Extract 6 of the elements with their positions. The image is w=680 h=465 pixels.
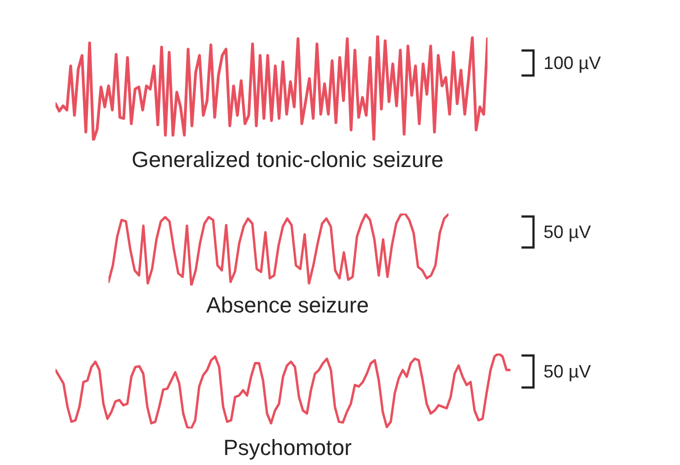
text: 50 µV	[544, 362, 591, 382]
text: Psychomotor	[223, 435, 352, 460]
text: 50 µV	[544, 222, 591, 242]
text: Absence seizure	[206, 292, 369, 318]
text: 100 µV	[544, 53, 601, 73]
text: Generalized tonic-clonic seizure	[132, 147, 444, 172]
